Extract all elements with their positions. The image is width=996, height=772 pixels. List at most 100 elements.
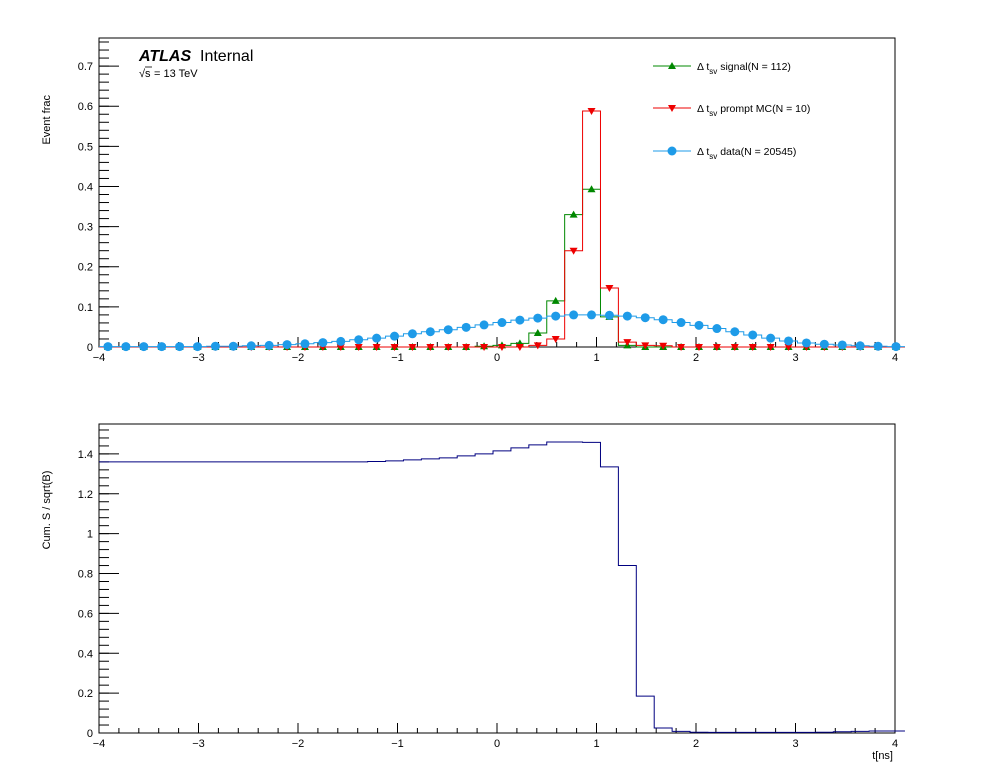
signal-point-marker <box>587 185 596 193</box>
atlas-label: ATLAS Internal √s = 13 TeV <box>138 48 253 80</box>
top-x-tick-label: 0 <box>494 352 500 364</box>
data-point-marker <box>891 342 901 352</box>
data-point-marker <box>801 338 811 348</box>
prompt-mc-point-marker <box>623 339 632 347</box>
prompt-mc-point-marker <box>659 342 668 350</box>
top-y-tick-label: 0.1 <box>78 302 93 314</box>
data-point-marker <box>390 331 400 341</box>
data-point-marker <box>587 310 597 320</box>
top-panel: −4 −3 −2 −1 0 1 2 3 4 0 0.1 0.2 0.3 0.4 0.5 0.6 0.7 Even… <box>41 37 905 364</box>
prompt-mc-point-marker <box>354 344 363 351</box>
legend: Δ tsv signal(N = 112)Δ tsv prompt MC(N =… <box>653 61 810 161</box>
top-axis-ticks: −4 −3 −2 −1 0 1 2 3 4 0 0.1 0.2 0.3 0.4 0.5 0.6 0.7 <box>78 41 898 364</box>
legend-label-subscript: sv <box>709 109 717 118</box>
prompt-mc-point-marker <box>605 285 614 293</box>
bottom-y-tick-label: 1.4 <box>78 449 93 461</box>
data-point-marker <box>766 333 776 343</box>
prompt-mc-point-marker <box>426 344 435 351</box>
prompt-mc-point-marker <box>444 344 453 351</box>
data-point-marker <box>712 324 722 334</box>
data-point-marker <box>604 310 614 320</box>
data-point-marker <box>819 339 829 349</box>
top-x-tick-label: 2 <box>693 352 699 364</box>
prompt-mc-point-marker <box>730 344 739 351</box>
top-x-tick-label: 3 <box>792 352 798 364</box>
legend-entry-1: Δ tsv prompt MC(N = 10) <box>653 103 810 118</box>
data-point-marker <box>748 330 758 340</box>
prompt-mc-point-marker <box>766 344 775 351</box>
prompt-mc-point-marker <box>694 344 703 351</box>
prompt-mc-point-marker <box>641 342 650 350</box>
legend-label: Δ tsv signal(N = 112) <box>697 61 791 76</box>
data-point-marker <box>175 342 185 352</box>
bottom-series-0 <box>99 441 905 733</box>
signal-point-marker <box>551 296 560 304</box>
data-point-marker <box>372 333 382 343</box>
prompt-mc-point-marker <box>497 344 506 351</box>
bottom-x-axis-label: t[ns] <box>872 750 893 762</box>
prompt-mc-point-marker <box>390 344 399 351</box>
atlas-experiment-label: ATLAS <box>138 48 191 65</box>
prompt-mc-point-marker <box>569 247 578 255</box>
data-point-marker <box>533 313 543 323</box>
legend-marker <box>668 105 676 112</box>
data-point-marker <box>855 341 865 351</box>
bottom-x-tick-label: −3 <box>192 738 205 750</box>
data-point-marker <box>658 315 668 325</box>
data-point-marker <box>157 342 167 352</box>
bottom-y-tick-label: 1.2 <box>78 489 93 501</box>
top-y-tick-label: 0.3 <box>78 222 93 234</box>
bottom-panel: −4 −3 −2 −1 0 1 2 3 4 0 0.2 0.4 0.6 0.8 1 1.2 1.4 Cum. S… <box>41 423 905 762</box>
prompt-mc-point-marker <box>748 344 757 351</box>
data-point-marker <box>121 342 131 352</box>
data-point-marker <box>228 341 238 351</box>
data-point-marker <box>264 340 274 350</box>
top-y-tick-label: 0 <box>87 342 93 354</box>
top-x-tick-label: −4 <box>93 352 106 364</box>
bottom-series-line <box>99 441 905 733</box>
legend-label-prefix: Δ t <box>697 146 709 158</box>
data-point-marker <box>622 311 632 321</box>
prompt-mc-point-marker <box>372 344 381 351</box>
prompt-mc-point-marker <box>587 108 596 116</box>
data-point-marker <box>407 329 417 339</box>
data-point-marker <box>479 320 489 330</box>
bottom-y-axis-label: Cum. S / sqrt(B) <box>41 471 53 550</box>
legend-label: Δ tsv data(N = 20545) <box>697 146 796 161</box>
top-x-tick-label: −2 <box>292 352 305 364</box>
top-y-tick-label: 0.7 <box>78 61 93 73</box>
bottom-x-tick-label: 2 <box>693 738 699 750</box>
legend-label-suffix: prompt MC(N = 10) <box>717 103 810 115</box>
signal-point-marker <box>533 328 542 336</box>
data-point-marker <box>784 336 794 346</box>
bottom-x-tick-label: 4 <box>892 738 898 750</box>
top-x-tick-label: −1 <box>391 352 404 364</box>
data-point-marker <box>336 336 346 346</box>
top-y-tick-label: 0.4 <box>78 181 93 193</box>
legend-marker <box>667 146 677 156</box>
legend-label-suffix: signal(N = 112) <box>717 61 791 73</box>
top-x-tick-label: 4 <box>892 352 898 364</box>
data-point-marker <box>282 340 292 350</box>
data-point-marker <box>515 315 525 325</box>
top-y-tick-label: 0.6 <box>78 101 93 113</box>
top-x-tick-label: 1 <box>593 352 599 364</box>
data-point-marker <box>551 311 561 321</box>
bottom-x-tick-label: −1 <box>391 738 404 750</box>
bottom-y-tick-label: 0.4 <box>78 648 93 660</box>
data-point-marker <box>425 327 435 337</box>
bottom-x-tick-label: 1 <box>593 738 599 750</box>
data-point-marker <box>210 341 220 351</box>
data-point-marker <box>318 338 328 348</box>
prompt-mc-point-marker <box>712 344 721 351</box>
top-series-group <box>99 108 905 352</box>
bottom-y-tick-label: 0 <box>87 728 93 740</box>
top-plot-frame <box>98 37 896 348</box>
data-point-marker <box>694 320 704 330</box>
bottom-y-tick-label: 1 <box>87 529 93 541</box>
legend-label-suffix: data(N = 20545) <box>717 146 796 158</box>
data-point-marker <box>873 341 883 351</box>
sqrt-s-symbol: √s <box>139 68 151 80</box>
bottom-y-tick-label: 0.6 <box>78 608 93 620</box>
